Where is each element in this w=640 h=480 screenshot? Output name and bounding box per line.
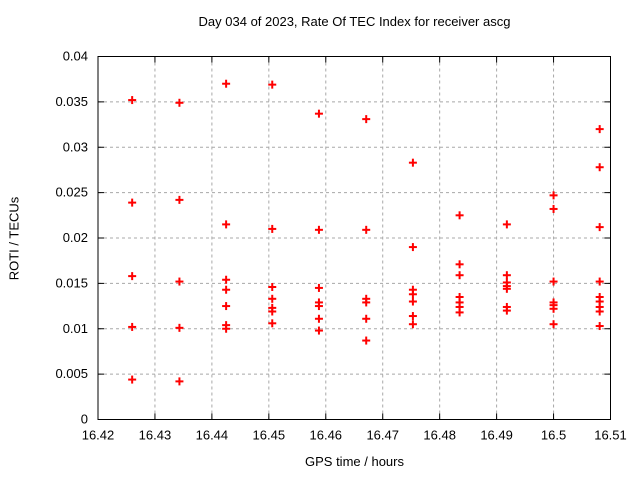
data-point-marker bbox=[362, 314, 371, 323]
data-point-marker bbox=[128, 375, 137, 384]
y-tick-label: 0 bbox=[81, 412, 88, 427]
data-point-marker bbox=[222, 285, 231, 294]
x-axis-label: GPS time / hours bbox=[305, 454, 404, 469]
data-point-marker bbox=[549, 304, 558, 313]
data-point-marker bbox=[408, 290, 417, 299]
data-point-marker bbox=[595, 163, 604, 172]
data-point-marker bbox=[175, 323, 184, 332]
data-point-marker bbox=[362, 115, 371, 124]
data-point-marker bbox=[222, 302, 231, 311]
data-point-marker bbox=[362, 298, 371, 307]
data-point-marker bbox=[128, 198, 137, 207]
data-point-marker bbox=[314, 314, 323, 323]
x-tick-label: 16.49 bbox=[480, 428, 513, 443]
data-point-marker bbox=[268, 307, 277, 316]
data-point-marker bbox=[408, 243, 417, 252]
data-point-marker bbox=[549, 191, 558, 200]
data-point-marker bbox=[314, 109, 323, 118]
data-point-marker bbox=[408, 158, 417, 167]
x-tick-label: 16.5 bbox=[541, 428, 566, 443]
data-point-marker bbox=[222, 275, 231, 284]
y-tick-label: 0.035 bbox=[55, 94, 88, 109]
y-tick-label: 0.01 bbox=[63, 321, 88, 336]
data-point-marker bbox=[455, 211, 464, 220]
data-point-marker bbox=[314, 225, 323, 234]
data-point-marker bbox=[362, 336, 371, 345]
x-tick-label: 16.47 bbox=[366, 428, 399, 443]
y-tick-label: 0.005 bbox=[55, 366, 88, 381]
data-point-marker bbox=[175, 98, 184, 107]
data-point-marker bbox=[268, 319, 277, 328]
data-point-marker bbox=[502, 271, 511, 280]
y-tick-label: 0.015 bbox=[55, 275, 88, 290]
y-tick-label: 0.02 bbox=[63, 230, 88, 245]
data-point-marker bbox=[502, 306, 511, 315]
axes-border bbox=[97, 56, 611, 420]
data-point-marker bbox=[128, 272, 137, 281]
data-point-marker bbox=[222, 324, 231, 333]
data-point-marker bbox=[128, 322, 137, 331]
data-point-marker bbox=[408, 312, 417, 321]
data-point-marker bbox=[175, 277, 184, 286]
grid-lines bbox=[98, 56, 611, 420]
data-point-marker bbox=[595, 277, 604, 286]
data-point-marker bbox=[455, 260, 464, 269]
x-tick-label: 16.46 bbox=[310, 428, 343, 443]
data-point-marker bbox=[408, 297, 417, 306]
chart-title: Day 034 of 2023, Rate Of TEC Index for r… bbox=[198, 14, 511, 29]
y-tick-labels: 0 0.005 0.01 0.015 0.02 0.025 0.03 0.035 0.04 bbox=[55, 49, 88, 427]
data-point-marker bbox=[595, 322, 604, 331]
x-tick-label: 16.48 bbox=[423, 428, 456, 443]
data-point-marker bbox=[222, 79, 231, 88]
y-tick-label: 0.04 bbox=[63, 49, 88, 64]
data-point-marker bbox=[128, 96, 137, 105]
data-point-marker bbox=[314, 283, 323, 292]
x-tick-label: 16.42 bbox=[82, 428, 115, 443]
x-tick-label: 16.45 bbox=[253, 428, 286, 443]
data-point-marker bbox=[595, 223, 604, 232]
data-point-marker bbox=[268, 283, 277, 292]
x-tick-labels: 16.42 16.43 16.44 16.45 16.46 16.47 16.48 16.49… bbox=[82, 428, 627, 443]
data-point-marker bbox=[595, 307, 604, 316]
data-point-marker bbox=[502, 220, 511, 229]
data-point-marker bbox=[362, 225, 371, 234]
data-point-marker bbox=[268, 80, 277, 89]
data-point-marker bbox=[502, 284, 511, 293]
data-point-marker bbox=[549, 320, 558, 329]
data-points-ROTI bbox=[128, 79, 604, 386]
x-tick-label: 16.51 bbox=[594, 428, 627, 443]
y-tick-label: 0.03 bbox=[63, 139, 88, 154]
x-tick-label: 16.44 bbox=[196, 428, 229, 443]
data-point-marker bbox=[268, 224, 277, 233]
x-tick-label: 16.43 bbox=[139, 428, 172, 443]
data-point-marker bbox=[314, 302, 323, 311]
y-tick-label: 0.025 bbox=[55, 185, 88, 200]
data-point-marker bbox=[175, 195, 184, 204]
data-point-marker bbox=[222, 220, 231, 229]
data-point-marker bbox=[314, 326, 323, 335]
data-point-marker bbox=[595, 125, 604, 134]
data-point-marker bbox=[455, 271, 464, 280]
data-point-marker bbox=[455, 308, 464, 317]
data-point-marker bbox=[549, 204, 558, 213]
data-point-marker bbox=[175, 377, 184, 386]
data-point-marker bbox=[268, 294, 277, 303]
data-point-marker bbox=[408, 320, 417, 329]
data-point-marker bbox=[549, 277, 558, 286]
